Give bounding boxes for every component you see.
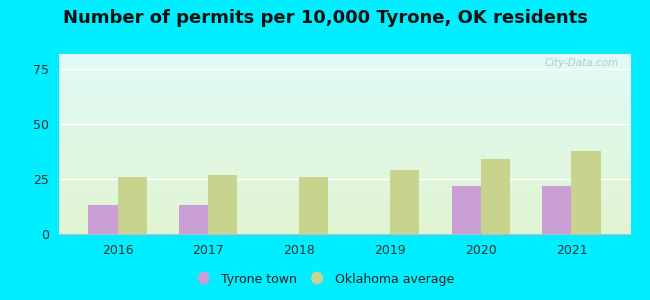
Bar	[481, 159, 510, 234]
Bar	[208, 175, 237, 234]
Text: Number of permits per 10,000 Tyrone, OK residents: Number of permits per 10,000 Tyrone, OK …	[62, 9, 588, 27]
Bar	[299, 177, 328, 234]
Bar	[88, 206, 118, 234]
Legend: Tyrone town, Oklahoma average: Tyrone town, Oklahoma average	[191, 268, 459, 291]
Bar	[571, 151, 601, 234]
Bar	[390, 170, 419, 234]
Bar	[452, 186, 481, 234]
Bar	[179, 206, 208, 234]
Text: City-Data.com: City-Data.com	[545, 58, 619, 68]
Bar	[543, 186, 571, 234]
Bar	[118, 177, 146, 234]
